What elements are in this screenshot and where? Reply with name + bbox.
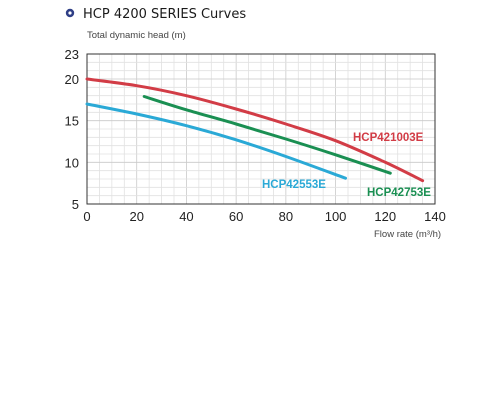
chart-header: HCP 4200 SERIES Curves [65, 7, 246, 22]
x-tick-label: 40 [179, 209, 193, 224]
curve-hcp421003e [85, 77, 425, 183]
axes [86, 53, 436, 205]
y-tick-label: 5 [72, 197, 79, 212]
curve-hcp42553e [85, 102, 347, 180]
y-axis-label: Total dynamic head (m) [87, 30, 186, 41]
x-tick-label: 60 [229, 209, 243, 224]
pump-curves [85, 77, 425, 183]
y-tick-label: 20 [65, 72, 79, 87]
x-tick-label: 20 [129, 209, 143, 224]
x-tick-label: 120 [374, 209, 396, 224]
x-tick-label: 100 [325, 209, 347, 224]
series-label-hcp42753e: HCP42753E [367, 187, 431, 199]
series-label-hcp42553e: HCP42553E [262, 179, 326, 191]
y-tick-label: 15 [65, 114, 79, 129]
series-label-hcp421003e: HCP421003E [353, 132, 424, 144]
x-axis-label: Flow rate (m³/h) [374, 229, 441, 240]
x-tick-label: 80 [279, 209, 293, 224]
x-tick-label: 0 [83, 209, 90, 224]
tick-labels: 0 20 40 60 80 100 120 140 5 10 15 20 23 [65, 47, 446, 224]
plot-border [86, 53, 436, 205]
circle-bullet-inner [68, 11, 72, 15]
x-tick-label: 140 [424, 209, 446, 224]
curve-hcp42753e [142, 95, 392, 175]
y-tick-label: 23 [65, 47, 79, 62]
series-labels: HCP421003E HCP42753E HCP42553E [262, 132, 431, 199]
chart-title: HCP 4200 SERIES Curves [83, 7, 246, 22]
y-tick-label: 10 [65, 155, 79, 170]
